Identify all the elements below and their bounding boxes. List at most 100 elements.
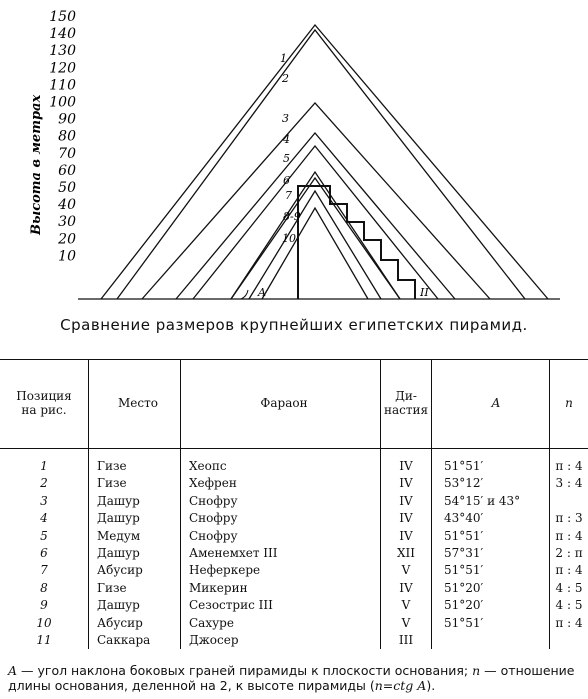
cell-angle: 51°51′ xyxy=(431,614,550,633)
y-tick-label: 70 xyxy=(58,146,76,162)
cell-pharaoh: Неферкере xyxy=(180,562,381,580)
cell-pos: 2 xyxy=(40,476,48,491)
pyramid-number-label: 6 xyxy=(283,174,290,187)
cell-ratio: π : 4 xyxy=(549,448,588,476)
cell-pos: 9 xyxy=(40,598,48,613)
header-dynasty: Ди- настия xyxy=(380,359,432,449)
header-position: Позиция на рис. xyxy=(0,359,89,449)
footnote-text-2: — отношение длины основания, деленной на… xyxy=(8,663,575,693)
cell-angle: 57°31′ xyxy=(431,545,550,563)
cell-dynasty: IV xyxy=(380,492,432,511)
cell-place: Дашур xyxy=(88,492,181,511)
y-tick-label: 90 xyxy=(58,112,76,128)
pyramid-number-label: 4 xyxy=(282,133,290,146)
y-tick-label: 80 xyxy=(58,129,76,145)
cell-ratio: π : 4 xyxy=(549,614,588,633)
cell-pos: 4 xyxy=(40,511,48,526)
cell-pharaoh: Снофру xyxy=(180,492,381,511)
cell-dynasty: IV xyxy=(380,527,432,546)
cell-angle: 51°20′ xyxy=(431,597,550,615)
cell-ratio: 2 : π xyxy=(549,545,588,563)
header-pharaoh: Фараон xyxy=(180,359,381,449)
cell-dynasty: IV xyxy=(380,475,432,493)
cell-pharaoh: Джосер xyxy=(180,632,381,650)
cell-angle: 51°51′ xyxy=(431,448,550,476)
cell-pharaoh: Снофру xyxy=(180,527,381,546)
cell-pharaoh: Хефрен xyxy=(180,475,381,493)
header-place: Место xyxy=(88,359,181,449)
cell-dynasty: IV xyxy=(380,510,432,528)
header-ratio: n xyxy=(549,359,588,449)
y-tick-label: 40 xyxy=(57,197,76,213)
pyramid-number-label: 10 xyxy=(282,232,296,245)
table-row: 9 Дашур Сезострис III V 51°20′ 4 : 5 xyxy=(0,597,588,615)
cell-dynasty: III xyxy=(380,632,432,650)
pyramid-number-label: 1 xyxy=(280,52,287,65)
cell-pos: 5 xyxy=(40,528,48,543)
cell-dynasty: IV xyxy=(380,579,432,598)
pyramid-number-label: 2 xyxy=(281,72,289,85)
cell-dynasty: V xyxy=(380,562,432,580)
footnote-text-1: — угол наклона боковых граней пирамиды к… xyxy=(17,663,473,678)
cell-place: Гизе xyxy=(88,579,181,598)
footnote-formula: n=ctg A xyxy=(374,678,427,693)
cell-angle: 51°20′ xyxy=(431,579,550,598)
cell-ratio: π : 4 xyxy=(549,562,588,580)
cell-angle: 54°15′ и 43° xyxy=(431,492,550,511)
pyramid-outline xyxy=(175,131,456,300)
cell-pharaoh: Сезострис III xyxy=(180,597,381,615)
cell-angle: 43°40′ xyxy=(431,510,550,528)
y-tick-label: 50 xyxy=(58,180,76,196)
table-row: 5 Медум Снофру IV 51°51′ π : 4 xyxy=(0,527,588,546)
cell-pos: 8 xyxy=(40,580,48,595)
cell-ratio: 4 : 5 xyxy=(549,597,588,615)
pyramid-outline xyxy=(261,206,369,300)
pyramid-outline xyxy=(230,176,401,300)
header-angle: A xyxy=(431,359,550,449)
table-row: 8 Гизе Микерин IV 51°20′ 4 : 5 xyxy=(0,579,588,598)
cell-place: Гизе xyxy=(88,475,181,493)
cell-pharaoh: Снофру xyxy=(180,510,381,528)
header-dynasty-line1: Ди- xyxy=(395,389,417,404)
pyramid-outline xyxy=(192,144,439,300)
cell-dynasty: IV xyxy=(380,448,432,476)
pyramid-outline xyxy=(116,28,526,300)
cell-angle: 51°51′ xyxy=(431,562,550,580)
cell-pharaoh: Микерин xyxy=(180,579,381,598)
y-tick-label: 30 xyxy=(58,214,76,230)
pyramid-number-label: 7 xyxy=(285,189,292,202)
pyramid-outline xyxy=(141,102,491,300)
cell-ratio: 4 : 5 xyxy=(549,579,588,598)
cell-pos: 11 xyxy=(36,633,52,648)
step-pyramid-outline xyxy=(297,185,416,299)
cell-dynasty: XII xyxy=(380,545,432,563)
y-tick-label: 140 xyxy=(49,26,76,42)
pyramid-number-label: 3 xyxy=(282,112,289,125)
header-position-line2: на рис. xyxy=(21,403,67,417)
cell-angle: 53°12′ xyxy=(431,475,550,493)
footnote: A — угол наклона боковых граней пирамиды… xyxy=(8,663,584,693)
header-position-line1: Позиция xyxy=(16,389,72,404)
cell-place: Дашур xyxy=(88,545,181,563)
cell-pos: 7 xyxy=(40,563,48,578)
table-header-row: Позиция на рис. Место Фараон Ди- настия … xyxy=(0,359,588,449)
y-tick-label: 110 xyxy=(49,77,76,93)
pyramid-outline xyxy=(248,189,382,300)
cell-ratio: π : 4 xyxy=(549,527,588,546)
table-row: 3 Дашур Снофру IV 54°15′ и 43° xyxy=(0,492,588,511)
cell-place: Абусир xyxy=(88,614,181,633)
table-row: 4 Дашур Снофру IV 43°40′ π : 3 xyxy=(0,510,588,528)
cell-dynasty: V xyxy=(380,597,432,615)
y-tick-label: 130 xyxy=(49,43,76,59)
cell-place: Дашур xyxy=(88,597,181,615)
table-row: 1 Гизе Хеопс IV 51°51′ π : 4 xyxy=(0,448,588,476)
table-row: 2 Гизе Хефрен IV 53°12′ 3 : 4 xyxy=(0,475,588,493)
table-row: 7 Абусир Неферкере V 51°51′ π : 4 xyxy=(0,562,588,580)
pyramid-outline xyxy=(230,170,401,300)
table-row: 10 Абусир Сахуре V 51°51′ π : 4 xyxy=(0,614,588,633)
cell-pos: 10 xyxy=(36,615,52,630)
y-axis-label: Высота в метрах xyxy=(29,95,44,236)
pyramid-outline xyxy=(100,23,549,300)
cell-ratio xyxy=(549,492,588,511)
